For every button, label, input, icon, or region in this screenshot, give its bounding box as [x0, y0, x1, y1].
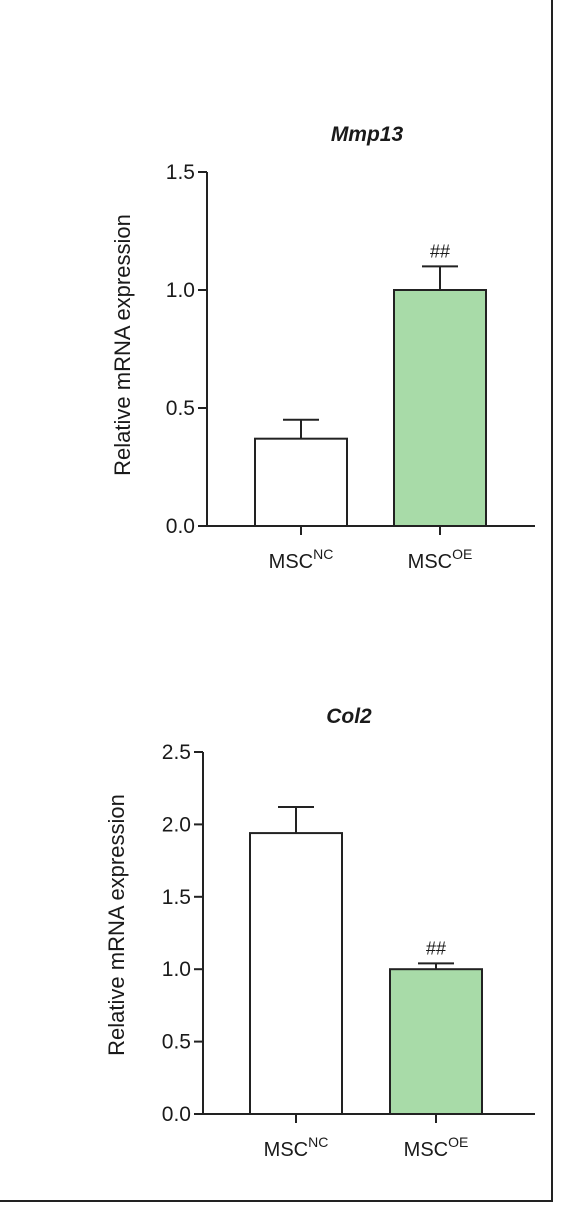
y-tick-label: 0.0 — [162, 1103, 191, 1126]
x-tick-label: MSCOE — [408, 546, 473, 573]
bar — [390, 969, 482, 1114]
chart-title: Mmp13 — [331, 123, 404, 146]
category-superscript: OE — [448, 1134, 468, 1150]
chart-title: Col2 — [326, 705, 372, 728]
y-tick-label: 2.5 — [162, 741, 191, 764]
y-tick-label: 1.0 — [166, 279, 195, 302]
bar — [250, 833, 342, 1114]
chart-col2: Col2 Relative mRNA expression ## 0.0 0.5 1.… — [104, 705, 535, 1161]
bar — [255, 439, 347, 526]
x-tick-label: MSCNC — [264, 1134, 329, 1161]
y-tick-label: 2.0 — [162, 813, 191, 836]
category-base: MSC — [404, 1139, 448, 1161]
x-tick-label: MSCNC — [269, 546, 334, 573]
category-base: MSC — [264, 1139, 308, 1161]
significance-label: ## — [430, 241, 450, 261]
y-tick-label: 0.0 — [166, 515, 195, 538]
category-superscript: OE — [452, 546, 472, 562]
y-tick-label: 0.5 — [166, 397, 195, 420]
category-superscript: NC — [313, 546, 333, 562]
bar — [394, 290, 486, 526]
category-superscript: NC — [308, 1134, 328, 1150]
x-tick-label: MSCOE — [404, 1134, 469, 1161]
chart-mmp13: Mmp13 Relative mRNA expression ## 0.0 0.5 1… — [110, 123, 535, 573]
significance-label: ## — [426, 938, 446, 958]
y-tick-label: 0.5 — [162, 1031, 191, 1054]
y-axis-label: Relative mRNA expression — [110, 214, 135, 476]
category-base: MSC — [408, 551, 452, 573]
category-base: MSC — [269, 551, 313, 573]
y-axis-label: Relative mRNA expression — [104, 794, 129, 1056]
y-tick-label: 1.0 — [162, 958, 191, 981]
y-tick-label: 1.5 — [162, 886, 191, 909]
y-tick-label: 1.5 — [166, 161, 195, 184]
